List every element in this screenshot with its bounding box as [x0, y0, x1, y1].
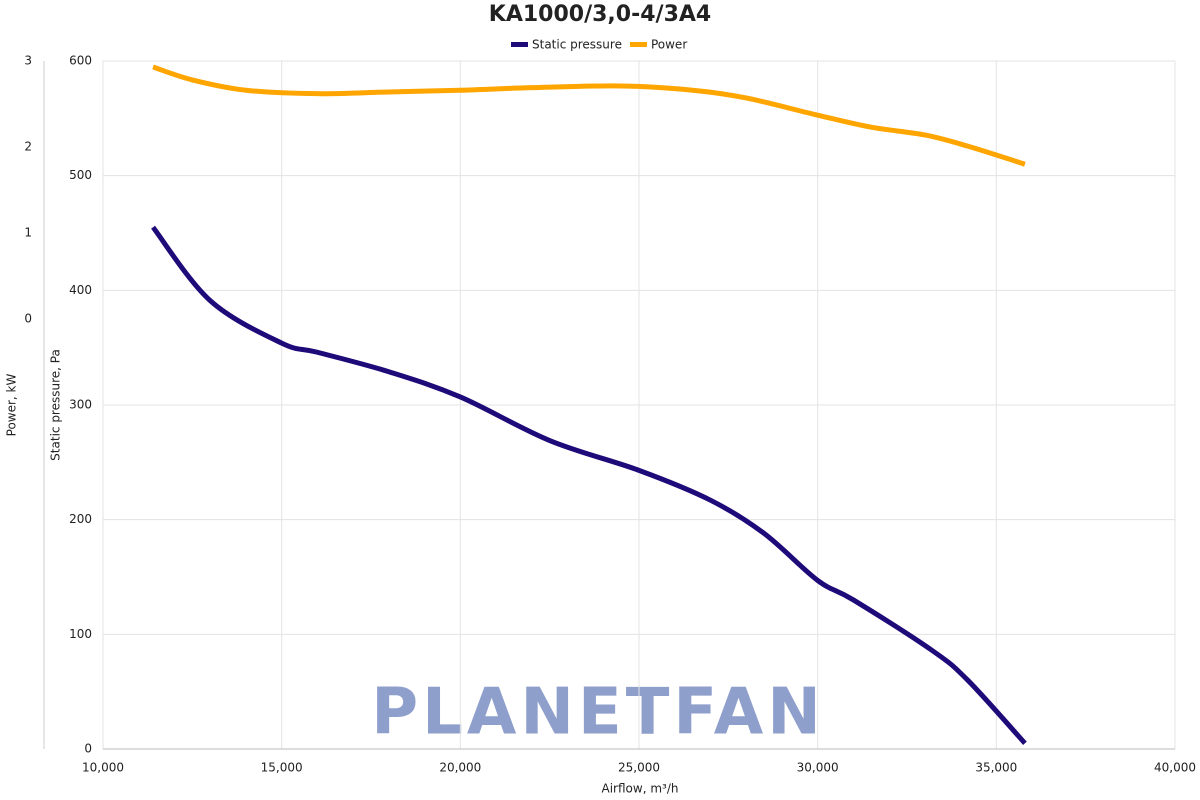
y-tick-label: 0	[84, 742, 92, 756]
series-line	[152, 64, 1026, 167]
series-line	[151, 225, 1027, 745]
x-tick-label: 20,000	[439, 761, 481, 775]
y-tick-label: 500	[69, 168, 92, 182]
chart-title: KA1000/3,0-4/3A4	[489, 2, 711, 27]
x-tick-label: 15,000	[261, 761, 303, 775]
y2-tick-label: 1	[24, 226, 32, 240]
watermark: PLANETFAN	[371, 676, 825, 750]
legend-label: Power	[651, 38, 687, 52]
x-tick-label: 30,000	[797, 761, 839, 775]
y-tick-label: 300	[69, 398, 92, 412]
y2-tick-label: 3	[24, 54, 32, 68]
y-axis-label: Static pressure, Pa	[49, 349, 63, 461]
x-tick-label: 10,000	[82, 761, 124, 775]
y2-tick-label: 0	[24, 312, 32, 326]
legend-swatch	[629, 42, 647, 47]
y2-axis-label: Power, kW	[5, 374, 19, 437]
y-tick-label: 100	[69, 627, 92, 641]
y2-tick-label: 2	[24, 140, 32, 154]
y-tick-label: 200	[69, 512, 92, 526]
legend-label: Static pressure	[532, 38, 622, 52]
x-tick-label: 25,000	[618, 761, 660, 775]
x-tick-label: 40,000	[1154, 761, 1196, 775]
x-tick-label: 35,000	[975, 761, 1017, 775]
y-tick-label: 600	[69, 54, 92, 68]
legend-swatch	[511, 42, 528, 47]
x-axis-label: Airflow, m³/h	[602, 782, 679, 796]
y-tick-label: 400	[69, 283, 92, 297]
